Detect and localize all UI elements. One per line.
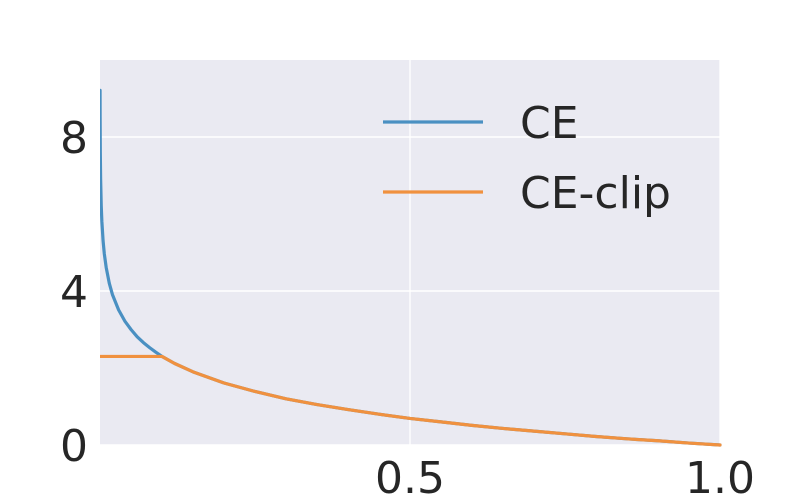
x-tick-label: 1.0 (685, 453, 755, 500)
series-line-ce-clip (100, 354, 722, 447)
y-tick-label: 8 (60, 113, 88, 164)
legend-label: CE (520, 98, 579, 149)
series-lines (100, 88, 722, 447)
y-tick-label: 4 (60, 267, 88, 318)
legend: CE CE-clip (383, 98, 671, 219)
x-tick-label: 0.5 (375, 453, 445, 500)
legend-label: CE-clip (520, 168, 671, 219)
y-tick-label: 0 (60, 421, 88, 472)
grid (100, 60, 721, 446)
tick-labels: 0 4 8 0.5 1.0 (60, 113, 755, 500)
